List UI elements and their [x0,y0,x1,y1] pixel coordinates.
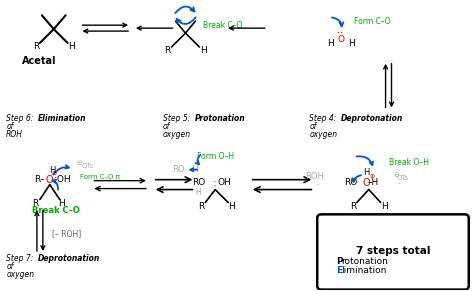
Text: of: of [163,122,170,131]
Text: O: O [46,175,54,185]
Text: ⊕: ⊕ [369,174,374,179]
Text: –H: –H [188,165,199,174]
Text: H: H [195,188,201,197]
Text: Form C–O: Form C–O [354,17,391,26]
Text: ROH: ROH [6,129,23,139]
Text: OH: OH [217,178,231,187]
Text: Step 6:: Step 6: [6,114,36,123]
Text: of: of [310,122,317,131]
Text: Form C–O π: Form C–O π [80,174,119,180]
Text: OTs: OTs [82,163,93,169]
Text: ⊖: ⊖ [393,172,400,178]
Text: H: H [58,199,65,208]
Text: R: R [198,202,204,211]
Text: ..: .. [315,180,319,186]
Text: of: of [6,262,13,271]
Text: oxygen: oxygen [163,129,191,139]
Text: H: H [68,42,75,52]
Text: H: H [364,168,370,177]
Text: ⋅⋅: ⋅⋅ [337,28,343,38]
Text: H: H [381,202,388,211]
Text: H: H [228,202,235,211]
Text: RO: RO [344,178,357,187]
Text: H: H [328,40,334,49]
Text: E: E [336,266,342,275]
Text: Acetal: Acetal [22,56,56,66]
Text: :: : [212,178,216,188]
Text: Break C–O: Break C–O [32,206,80,215]
Text: :OH: :OH [55,175,71,184]
Text: R: R [164,46,171,55]
Text: –H: –H [368,178,379,187]
Text: 7 steps total: 7 steps total [356,246,431,256]
Text: limination: limination [341,266,386,275]
Text: Form O–H: Form O–H [197,152,234,162]
Text: ⊕: ⊕ [51,171,56,176]
Text: Deprotonation: Deprotonation [38,254,100,263]
Text: P: P [336,257,343,266]
Text: Protonation: Protonation [194,114,245,123]
Text: RO: RO [192,178,205,187]
Text: Step 7:: Step 7: [6,254,36,263]
Text: ..: .. [396,179,401,185]
Text: ⊖: ⊖ [77,160,82,166]
Text: Step 5:: Step 5: [163,114,192,123]
Text: Deprotonation: Deprotonation [341,114,403,123]
Text: O: O [363,178,371,188]
FancyBboxPatch shape [317,214,469,290]
Text: R: R [33,42,39,52]
Text: of: of [6,122,13,131]
Text: rotonation: rotonation [341,257,388,266]
Text: R–: R– [34,175,45,184]
Text: ROH: ROH [305,172,324,181]
Text: H: H [200,46,207,55]
Text: O: O [337,35,344,44]
Text: [– ROH]: [– ROH] [52,229,81,238]
Text: OTs: OTs [396,175,409,181]
Text: R: R [32,199,38,208]
Text: oxygen: oxygen [310,129,337,139]
Text: RO: RO [173,165,185,174]
Text: Elimination: Elimination [38,114,86,123]
Text: oxygen: oxygen [6,270,34,279]
Text: R: R [350,202,356,211]
Text: H: H [348,40,356,49]
Text: Break C–O: Break C–O [203,21,243,30]
Text: Step 4:: Step 4: [310,114,339,123]
Text: H: H [50,166,56,175]
Text: Break O–H: Break O–H [389,158,428,167]
